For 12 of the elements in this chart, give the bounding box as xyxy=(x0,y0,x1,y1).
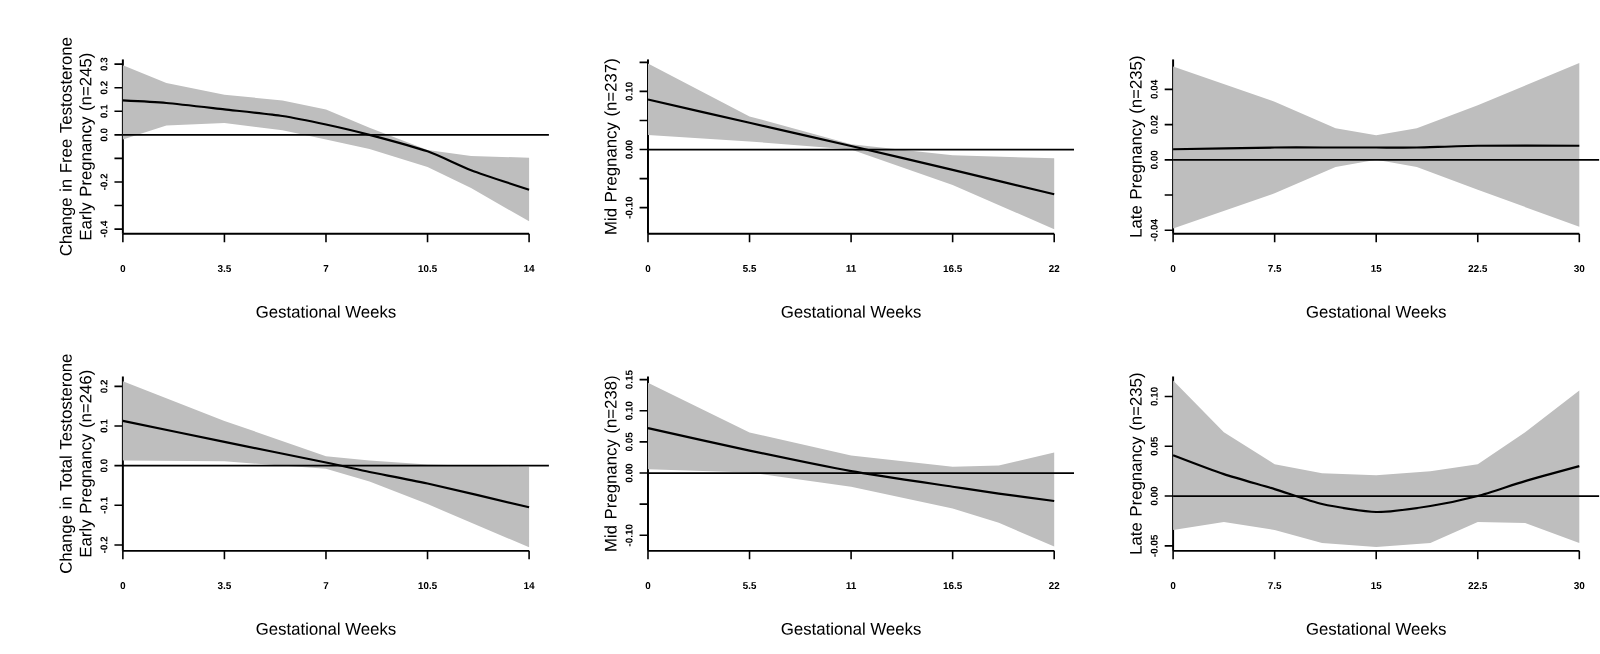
x-axis-title: Gestational Weeks xyxy=(1306,305,1446,318)
y-axis-title: Late Pregnancy (n=235) xyxy=(1129,373,1146,554)
y-axis-title: Late Pregnancy (n=235) xyxy=(1129,56,1146,237)
x-axis-title: Gestational Weeks xyxy=(256,305,396,318)
x-axis-title: Gestational Weeks xyxy=(781,305,921,318)
x-axis-title: Gestational Weeks xyxy=(781,622,921,635)
y-axis-title: Change in Total Testosterone Early Pregnancy (n=246) xyxy=(59,354,95,573)
y-axis-title: Mid Pregnancy (n=238) xyxy=(604,376,620,551)
y-axis-title: Change in Free Testosterone Early Pregnancy (n=245) xyxy=(59,37,95,256)
x-axis-title: Gestational Weeks xyxy=(256,622,396,635)
y-axis-title: Mid Pregnancy (n=237) xyxy=(604,59,620,234)
x-axis-title: Gestational Weeks xyxy=(1306,622,1446,635)
